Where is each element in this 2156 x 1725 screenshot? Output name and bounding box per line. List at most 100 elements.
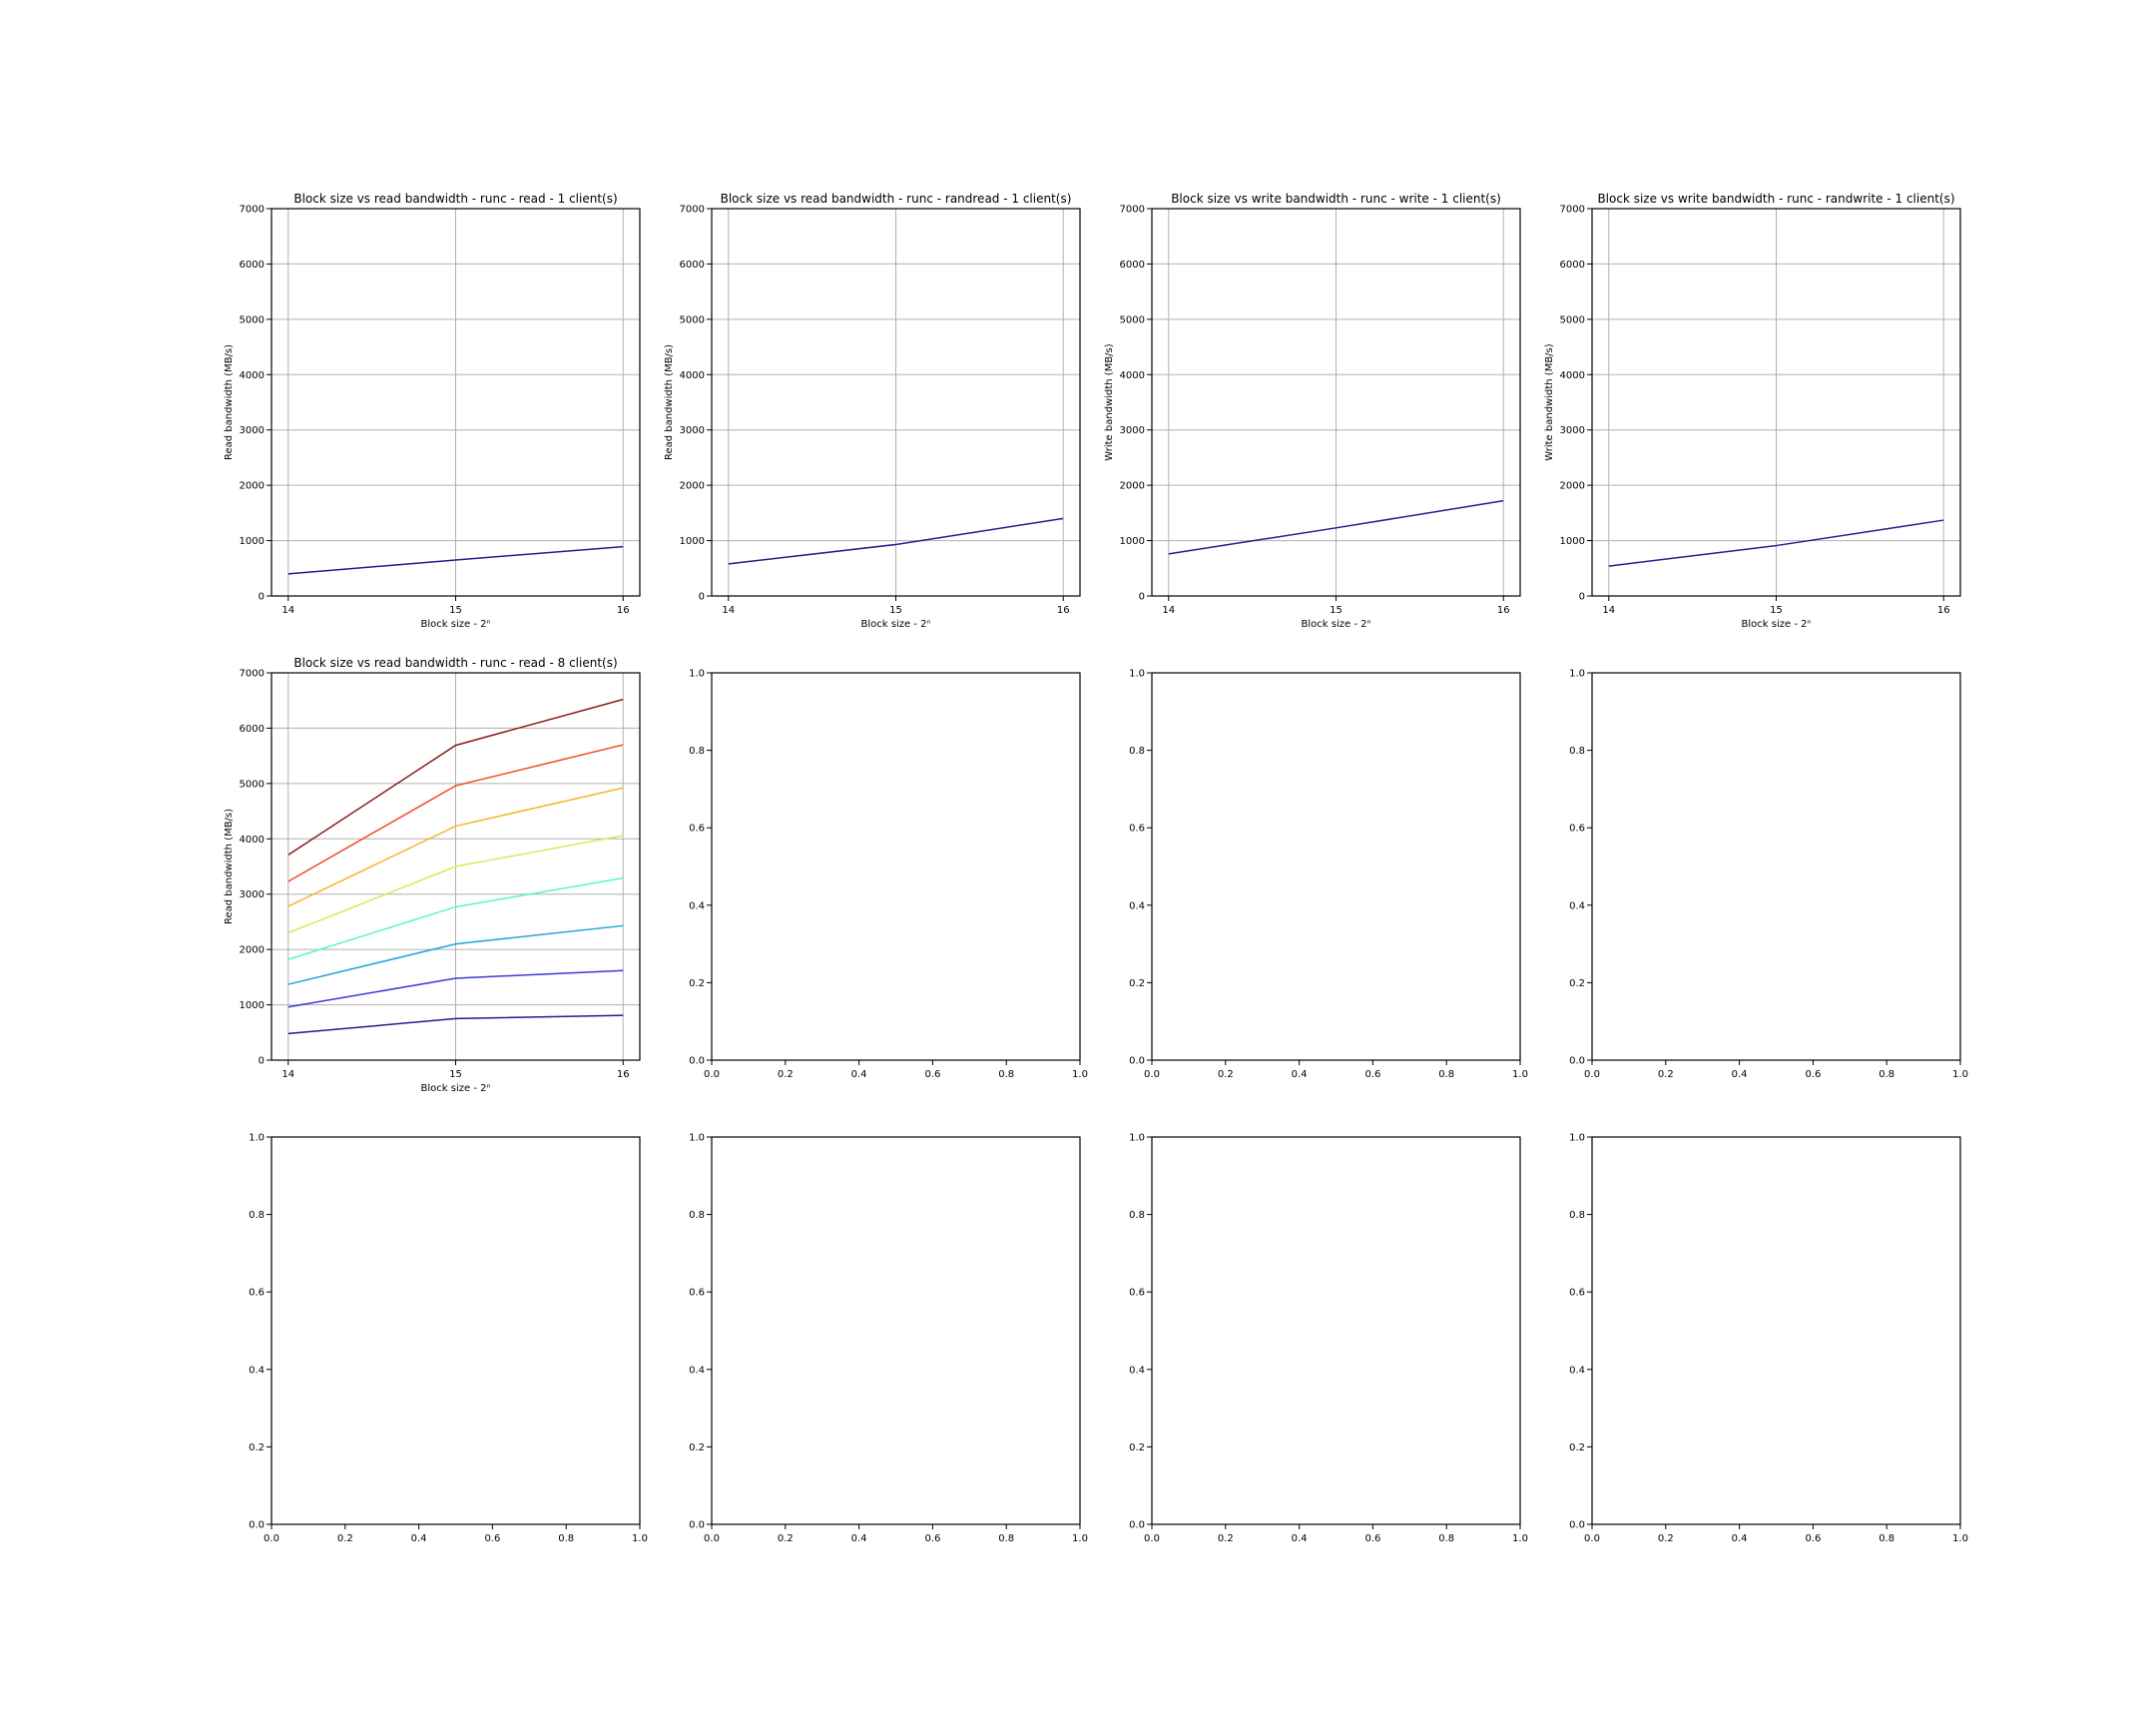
y-axis-label: Write bandwidth (MB/s) (1104, 343, 1115, 460)
y-tick-label: 1.0 (1569, 669, 1585, 680)
y-tick-label: 7000 (240, 669, 265, 680)
x-tick-label: 0.4 (1732, 1069, 1748, 1080)
x-tick-label: 14 (281, 1069, 294, 1080)
chart-title: Block size vs read bandwidth - runc - re… (293, 656, 617, 670)
x-tick-label: 0.6 (1364, 1533, 1380, 1544)
y-tick-label: 0.8 (249, 1210, 265, 1221)
x-tick-label: 0.2 (778, 1533, 794, 1544)
y-tick-label: 1000 (1560, 536, 1585, 547)
y-tick-label: 4000 (240, 835, 265, 846)
y-tick-label: 0.0 (689, 1056, 705, 1067)
x-tick-label: 14 (281, 605, 294, 616)
y-tick-label: 4000 (680, 370, 705, 381)
subplot-5: 14 15 16 0 1000 2000 3000 4000 5000 6000 7000 Block… (224, 656, 641, 1094)
chart-title: Block size vs read bandwidth - runc - re… (293, 192, 617, 206)
chart-title: Block size vs read bandwidth - runc - ra… (721, 192, 1072, 206)
y-tick-label: 3000 (240, 889, 265, 900)
subplot-4: 14 15 16 0 1000 2000 3000 4000 5000 6000 7000 Block… (1544, 192, 1961, 630)
y-tick-label: 2000 (240, 481, 265, 492)
x-tick-label: 16 (1937, 605, 1950, 616)
x-tick-label: 0.6 (1805, 1069, 1821, 1080)
chart-title: Block size vs write bandwidth - runc - w… (1171, 192, 1501, 206)
y-tick-label: 0.4 (1129, 900, 1145, 911)
y-tick-label: 1000 (240, 536, 265, 547)
y-tick-label: 0.6 (249, 1288, 265, 1299)
y-tick-label: 0.8 (1129, 746, 1145, 757)
subplot-6: 0.0 0.2 0.4 0.6 0.8 1.0 0.0 0.2 0.4 0.6 0.8 1.0 (689, 669, 1088, 1081)
x-tick-label: 1.0 (1072, 1533, 1088, 1544)
series-line-1 (287, 545, 624, 575)
y-tick-label: 1000 (240, 1000, 265, 1011)
x-tick-label: 0.4 (1732, 1533, 1748, 1544)
subplot-9: 0.0 0.2 0.4 0.6 0.8 1.0 0.0 0.2 0.4 0.6 0.8 1.0 (249, 1133, 648, 1545)
x-tick-label: 0.6 (484, 1533, 500, 1544)
y-tick-label: 6000 (240, 260, 265, 271)
y-tick-label: 7000 (680, 205, 705, 216)
x-tick-label: 0.2 (1218, 1069, 1234, 1080)
x-tick-label: 1.0 (1512, 1069, 1528, 1080)
y-tick-label: 0.8 (1129, 1210, 1145, 1221)
plot-area (1152, 673, 1520, 1060)
y-tick-label: 4000 (1120, 370, 1145, 381)
x-tick-label: 0.8 (1879, 1533, 1894, 1544)
x-tick-label: 16 (1057, 605, 1070, 616)
y-tick-label: 0.2 (1129, 978, 1145, 989)
axes-frame (1151, 672, 1521, 1061)
x-tick-label: 0.2 (337, 1533, 353, 1544)
y-tick-label: 1.0 (689, 1133, 705, 1144)
x-tick-label: 14 (722, 605, 735, 616)
x-tick-label: 0.2 (1658, 1069, 1674, 1080)
x-tick-label: 0.4 (851, 1069, 867, 1080)
x-tick-label: 0.6 (1364, 1069, 1380, 1080)
y-tick-label: 0.4 (1569, 900, 1585, 911)
x-tick-label: 1.0 (1072, 1069, 1088, 1080)
y-tick-label: 0.2 (689, 978, 705, 989)
y-tick-label: 0.8 (1569, 746, 1585, 757)
x-axis-label: Block size - 2ⁿ (421, 619, 491, 630)
x-tick-label: 0.6 (1805, 1533, 1821, 1544)
y-tick-label: 1.0 (1129, 669, 1145, 680)
x-tick-label: 0.8 (1879, 1069, 1894, 1080)
x-tick-label: 0.0 (704, 1533, 720, 1544)
x-tick-label: 0.4 (1292, 1533, 1308, 1544)
y-tick-label: 5000 (1560, 314, 1585, 325)
y-tick-label: 6000 (240, 724, 265, 735)
x-tick-label: 0.2 (778, 1069, 794, 1080)
x-tick-label: 1.0 (632, 1533, 648, 1544)
y-tick-label: 0 (1139, 592, 1145, 603)
y-axis-label: Read bandwidth (MB/s) (224, 344, 235, 460)
y-tick-label: 6000 (680, 260, 705, 271)
x-tick-label: 0.0 (264, 1533, 279, 1544)
axes-frame (711, 1136, 1081, 1525)
series-line-8 (287, 698, 624, 856)
x-tick-label: 14 (1602, 605, 1615, 616)
series-line-1 (1168, 499, 1504, 555)
y-tick-label: 0.0 (1569, 1056, 1585, 1067)
y-tick-label: 0 (699, 592, 705, 603)
y-tick-label: 4000 (1560, 370, 1585, 381)
y-tick-label: 2000 (1560, 481, 1585, 492)
y-tick-label: 7000 (240, 205, 265, 216)
y-tick-label: 5000 (240, 314, 265, 325)
x-tick-label: 0.8 (1438, 1069, 1454, 1080)
y-tick-label: 0.2 (249, 1442, 265, 1453)
series-line-4 (287, 876, 624, 960)
y-tick-label: 6000 (1560, 260, 1585, 271)
y-tick-label: 0.2 (1129, 1442, 1145, 1453)
y-tick-label: 5000 (680, 314, 705, 325)
x-axis-label: Block size - 2ⁿ (1742, 619, 1812, 630)
y-tick-label: 4000 (240, 370, 265, 381)
y-tick-label: 0.8 (689, 1210, 705, 1221)
x-tick-label: 16 (617, 605, 630, 616)
x-axis-label: Block size - 2ⁿ (1302, 619, 1371, 630)
x-tick-label: 0.8 (998, 1533, 1014, 1544)
y-tick-label: 0.0 (689, 1520, 705, 1531)
subplot-8: 0.0 0.2 0.4 0.6 0.8 1.0 0.0 0.2 0.4 0.6 0.8 1.0 (1569, 669, 1968, 1081)
subplot-7: 0.0 0.2 0.4 0.6 0.8 1.0 0.0 0.2 0.4 0.6 0.8 1.0 (1129, 669, 1528, 1081)
subplot-1: 14 15 16 0 1000 2000 3000 4000 5000 6000 7000 Block… (224, 192, 641, 630)
y-tick-label: 0 (259, 1056, 265, 1067)
x-tick-label: 0.2 (1658, 1533, 1674, 1544)
y-tick-label: 0.6 (1569, 1288, 1585, 1299)
y-axis-label: Read bandwidth (MB/s) (664, 344, 675, 460)
x-tick-label: 0.4 (1292, 1069, 1308, 1080)
